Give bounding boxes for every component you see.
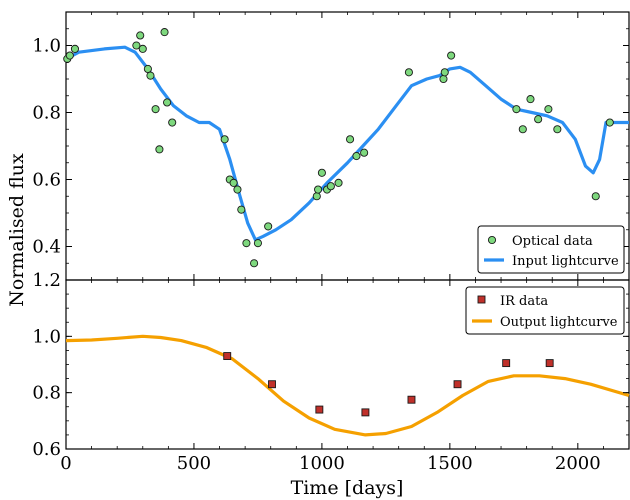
optical-data-point bbox=[132, 41, 141, 50]
optical-data-point bbox=[237, 205, 246, 214]
ir-legend-label: IR data bbox=[500, 294, 548, 309]
ir-data-point bbox=[315, 405, 324, 414]
optical-y-tick-label: 0.6 bbox=[32, 170, 61, 191]
optical-data-point bbox=[70, 44, 80, 53]
optical-data-point bbox=[439, 74, 448, 84]
optical-data-point bbox=[591, 192, 600, 201]
optical-data-point bbox=[314, 185, 323, 194]
optical-data-point bbox=[160, 28, 169, 37]
optical-data-point bbox=[220, 135, 229, 144]
optical-data-point bbox=[136, 31, 145, 40]
ir-data-point bbox=[545, 359, 554, 368]
optical-legend: Optical data Input lightcurve bbox=[477, 225, 625, 274]
optical-data-point bbox=[163, 98, 172, 107]
optical-legend-label: Optical data bbox=[512, 234, 593, 249]
ir-legend: IR data Output lightcurve bbox=[465, 286, 625, 335]
optical-data-point bbox=[404, 68, 413, 77]
ir-data-point bbox=[453, 380, 462, 389]
optical-data-point bbox=[233, 185, 242, 194]
optical-data-point bbox=[155, 145, 164, 154]
optical-data-point bbox=[605, 118, 614, 127]
x-tick-label: 2000 bbox=[555, 453, 601, 474]
optical-data-point bbox=[326, 182, 335, 191]
optical-data-point bbox=[518, 125, 527, 134]
optical-data-point bbox=[312, 192, 321, 201]
optical-y-axis: 0.4 0.6 0.8 1.0 bbox=[32, 12, 630, 280]
ir-data-point bbox=[407, 395, 416, 404]
optical-data-point bbox=[264, 222, 273, 231]
optical-y-tick-label: 0.4 bbox=[32, 237, 61, 258]
optical-data-point bbox=[346, 135, 355, 144]
optical-data-point bbox=[512, 105, 521, 114]
ir-data-point bbox=[223, 352, 232, 360]
ir-legend-marker bbox=[477, 295, 486, 304]
ir-legend-box bbox=[465, 286, 625, 335]
optical-data-point bbox=[242, 239, 251, 248]
output-legend-label: Output lightcurve bbox=[500, 315, 618, 330]
optical-data-point bbox=[317, 168, 326, 177]
optical-data-point bbox=[334, 178, 343, 187]
ir-data-point bbox=[268, 380, 276, 389]
optical-plot-area bbox=[63, 28, 629, 268]
ir-data-point bbox=[361, 408, 370, 417]
optical-data-point bbox=[250, 259, 259, 268]
optical-data-point bbox=[253, 239, 262, 248]
x-tick-label: 1500 bbox=[427, 453, 473, 474]
optical-y-tick-label: 1.0 bbox=[32, 36, 61, 57]
optical-data-point bbox=[138, 44, 147, 53]
ir-y-axis: 0.6 0.8 1.0 1.2 bbox=[32, 270, 630, 460]
optical-data-point bbox=[360, 148, 369, 157]
optical-data-point bbox=[526, 95, 535, 104]
optical-data-point bbox=[143, 64, 152, 73]
optical-data-point bbox=[553, 125, 562, 134]
x-tick-label: 500 bbox=[177, 453, 211, 474]
input-legend-label: Input lightcurve bbox=[512, 254, 619, 269]
optical-data-point bbox=[352, 151, 361, 161]
optical-y-tick-label: 0.8 bbox=[32, 103, 61, 124]
optical-data-point bbox=[229, 178, 238, 187]
output-lightcurve-line bbox=[65, 334, 630, 437]
ir-data-point bbox=[502, 359, 511, 368]
optical-data-point bbox=[447, 51, 456, 60]
optical-legend-box bbox=[477, 225, 625, 274]
ir-plot-area bbox=[65, 334, 630, 437]
optical-data-point bbox=[544, 105, 553, 114]
optical-data-point bbox=[534, 115, 543, 124]
x-axis: 0 500 1000 1500 2000 bbox=[60, 453, 600, 474]
ir-y-tick-label: 0.8 bbox=[32, 383, 61, 404]
ir-panel: 0.6 0.8 1.0 1.2 0 500 1000 1500 2000 IR data Ou… bbox=[32, 270, 630, 474]
ir-y-tick-label: 1.2 bbox=[32, 270, 61, 291]
optical-panel: 0.4 0.6 0.8 1.0 Optical data Input lightcur… bbox=[32, 11, 630, 281]
x-axis-label: Time [days] bbox=[291, 477, 404, 499]
optical-data-point bbox=[146, 71, 155, 80]
x-tick-label: 1000 bbox=[299, 453, 345, 474]
optical-data-point bbox=[151, 105, 160, 114]
optical-data-point bbox=[440, 68, 449, 77]
ir-y-tick-label: 0.6 bbox=[32, 439, 61, 460]
x-tick-label: 0 bbox=[60, 453, 71, 474]
optical-legend-marker bbox=[487, 235, 497, 245]
ir-y-tick-label: 1.0 bbox=[32, 326, 61, 347]
y-axis-label: Normalised flux bbox=[6, 153, 28, 307]
optical-data-point bbox=[65, 51, 74, 60]
optical-data-point bbox=[168, 118, 177, 127]
